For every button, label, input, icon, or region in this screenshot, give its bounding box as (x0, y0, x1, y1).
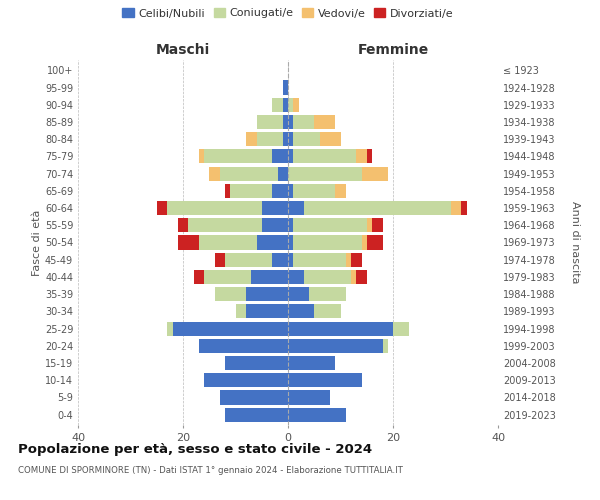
Bar (272, 98, 283, 112)
Bar (283, 132, 288, 146)
Bar (225, 356, 288, 370)
Bar (288, 338, 383, 353)
Bar (304, 201, 451, 215)
Bar (246, 287, 288, 301)
Bar (372, 218, 383, 232)
Bar (293, 236, 361, 250)
Bar (220, 390, 288, 404)
Bar (215, 287, 246, 301)
Bar (225, 408, 288, 422)
Bar (272, 252, 288, 267)
Bar (283, 98, 288, 112)
Bar (209, 166, 220, 180)
Bar (173, 322, 288, 336)
Bar (293, 150, 356, 164)
Bar (251, 270, 288, 284)
Bar (178, 218, 188, 232)
Bar (367, 150, 372, 164)
Bar (335, 184, 346, 198)
Bar (304, 270, 351, 284)
Bar (283, 80, 288, 94)
Bar (309, 287, 346, 301)
Bar (215, 252, 225, 267)
Bar (167, 201, 262, 215)
Bar (288, 270, 304, 284)
Bar (314, 304, 341, 318)
Bar (277, 166, 288, 180)
Bar (288, 218, 293, 232)
Bar (288, 322, 393, 336)
Bar (246, 304, 288, 318)
Bar (356, 270, 367, 284)
Bar (320, 132, 341, 146)
Bar (293, 218, 367, 232)
Y-axis label: Anni di nascita: Anni di nascita (569, 201, 580, 284)
Bar (235, 304, 246, 318)
Bar (393, 322, 409, 336)
Bar (288, 150, 293, 164)
Bar (293, 132, 320, 146)
Bar (167, 322, 173, 336)
Bar (288, 98, 293, 112)
Bar (157, 201, 167, 215)
Bar (293, 184, 335, 198)
Bar (367, 236, 383, 250)
Bar (314, 115, 335, 129)
Bar (361, 236, 367, 250)
Bar (204, 373, 288, 388)
Bar (288, 390, 330, 404)
Bar (204, 270, 251, 284)
Bar (204, 150, 272, 164)
Bar (293, 252, 346, 267)
Bar (220, 166, 277, 180)
Text: Maschi: Maschi (156, 44, 210, 58)
Bar (288, 166, 361, 180)
Bar (288, 184, 293, 198)
Bar (188, 218, 262, 232)
Bar (246, 132, 257, 146)
Bar (257, 115, 283, 129)
Bar (288, 408, 346, 422)
Bar (262, 218, 288, 232)
Text: Femmine: Femmine (358, 44, 428, 58)
Bar (351, 270, 356, 284)
Bar (361, 166, 388, 180)
Bar (199, 150, 204, 164)
Bar (283, 115, 288, 129)
Bar (262, 201, 288, 215)
Bar (288, 236, 293, 250)
Bar (199, 338, 288, 353)
Bar (288, 373, 361, 388)
Bar (288, 115, 293, 129)
Bar (288, 304, 314, 318)
Bar (225, 184, 230, 198)
Bar (225, 252, 272, 267)
Text: Popolazione per età, sesso e stato civile - 2024: Popolazione per età, sesso e stato civil… (18, 442, 372, 456)
Y-axis label: Fasce di età: Fasce di età (32, 210, 42, 276)
Bar (272, 150, 288, 164)
Bar (272, 184, 288, 198)
Bar (351, 252, 361, 267)
Bar (461, 201, 467, 215)
Bar (288, 132, 293, 146)
Text: COMUNE DI SPORMINORE (TN) - Dati ISTAT 1° gennaio 2024 - Elaborazione TUTTITALIA: COMUNE DI SPORMINORE (TN) - Dati ISTAT 1… (18, 466, 403, 475)
Bar (178, 236, 199, 250)
Bar (293, 98, 299, 112)
Bar (356, 150, 367, 164)
Legend: Celibi/Nubili, Coniugati/e, Vedovi/e, Divorziati/e: Celibi/Nubili, Coniugati/e, Vedovi/e, Di… (122, 8, 454, 18)
Bar (193, 270, 204, 284)
Bar (288, 356, 335, 370)
Bar (383, 338, 388, 353)
Bar (230, 184, 272, 198)
Bar (288, 252, 293, 267)
Bar (367, 218, 372, 232)
Bar (288, 201, 304, 215)
Bar (257, 236, 288, 250)
Bar (293, 115, 314, 129)
Bar (199, 236, 257, 250)
Bar (451, 201, 461, 215)
Bar (257, 132, 283, 146)
Bar (288, 287, 309, 301)
Bar (346, 252, 351, 267)
